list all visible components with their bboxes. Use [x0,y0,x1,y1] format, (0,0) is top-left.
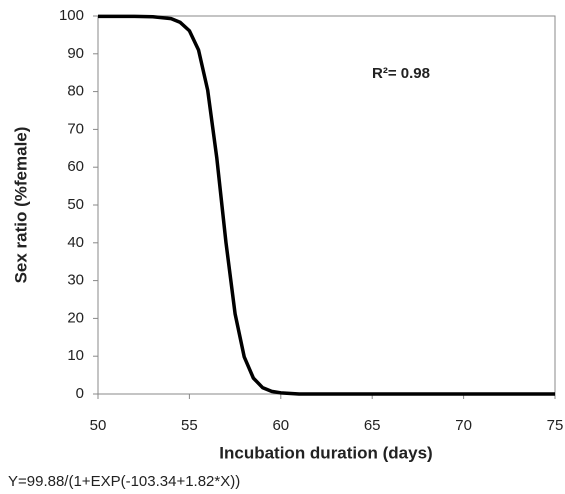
annotation: R²= 0.98 [372,65,430,82]
x-axis-label: Incubation duration (days) [219,443,432,462]
y-tick-label: 0 [76,385,84,402]
y-tick-label: 100 [59,7,84,24]
x-tick-label: 75 [547,417,564,434]
x-tick-label: 55 [181,417,198,434]
x-tick-label: 50 [90,417,107,434]
x-tick-label: 65 [364,417,381,434]
y-tick-label: 90 [67,45,84,62]
equation: Y=99.88/(1+EXP(-103.34+1.82*X)) [8,473,240,490]
y-tick-label: 40 [67,234,84,251]
x-tick-label: 70 [455,417,472,434]
y-axis-label: Sex ratio (%female) [11,127,30,284]
y-tick-label: 70 [67,120,84,137]
y-tick-label: 30 [67,272,84,289]
y-tick-label: 20 [67,309,84,326]
y-tick-label: 80 [67,83,84,100]
curve [98,14,555,396]
y-tick-label: 50 [67,196,84,213]
y-tick-label: 60 [67,158,84,175]
y-tick-label: 10 [67,347,84,364]
plot-frame [97,15,556,395]
x-tick-label: 60 [272,417,289,434]
